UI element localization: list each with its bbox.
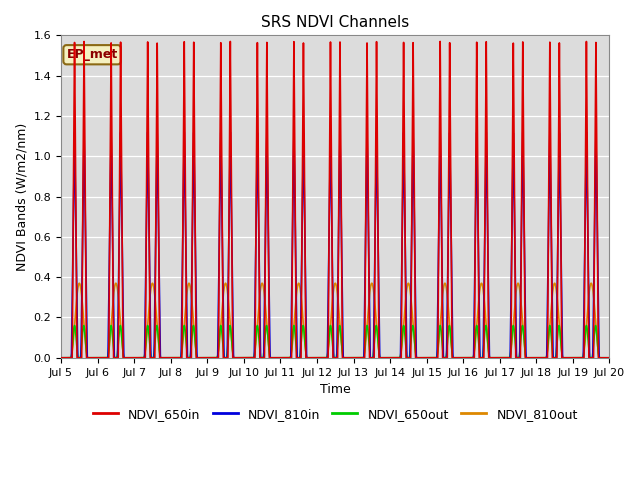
Title: SRS NDVI Channels: SRS NDVI Channels bbox=[261, 15, 410, 30]
Text: EP_met: EP_met bbox=[67, 48, 118, 61]
Legend: NDVI_650in, NDVI_810in, NDVI_650out, NDVI_810out: NDVI_650in, NDVI_810in, NDVI_650out, NDV… bbox=[88, 403, 583, 426]
X-axis label: Time: Time bbox=[320, 383, 351, 396]
Y-axis label: NDVI Bands (W/m2/nm): NDVI Bands (W/m2/nm) bbox=[15, 122, 28, 271]
